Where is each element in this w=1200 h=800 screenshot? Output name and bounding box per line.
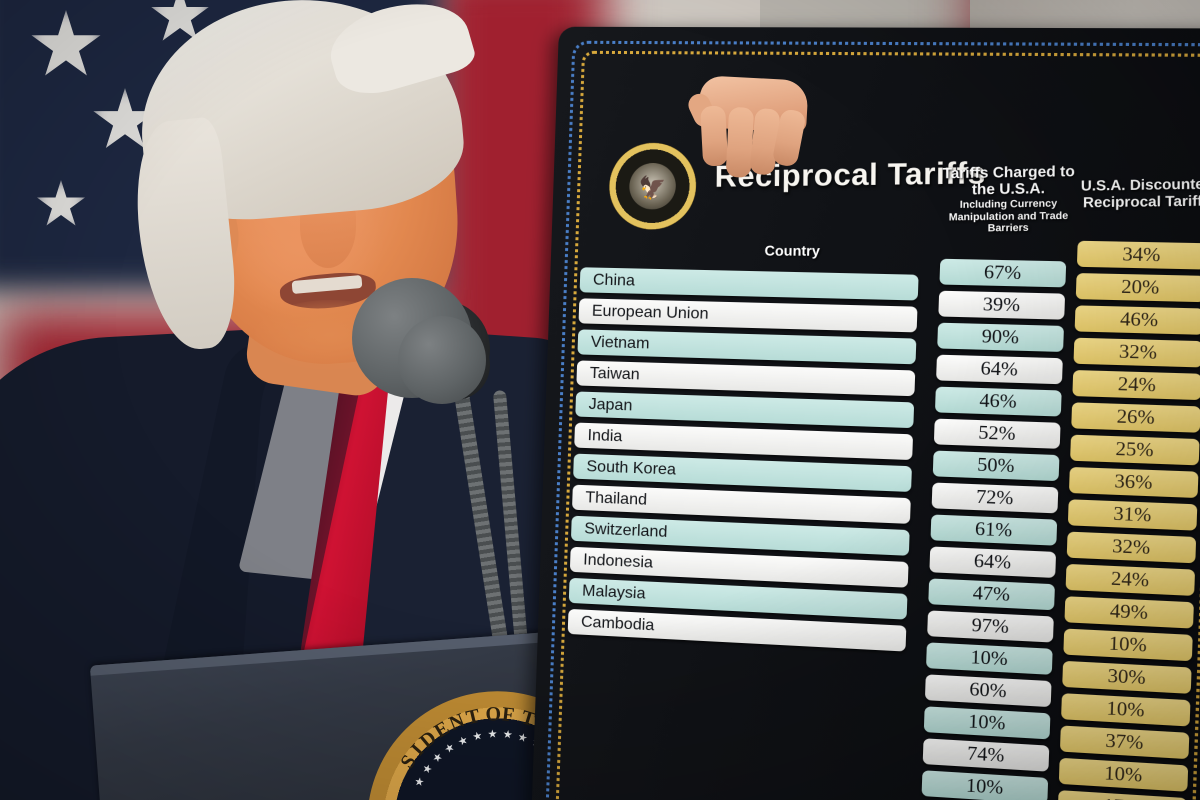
discounted-tariff-cell: 17% <box>1057 790 1188 800</box>
discounted-tariff-cell: 32% <box>1066 531 1197 564</box>
finger <box>700 105 729 167</box>
charged-tariff-cell: 72% <box>931 482 1059 514</box>
charged-tariff-cell: 97% <box>927 610 1054 643</box>
charged-tariff-cell: 10% <box>926 642 1053 675</box>
column-header-charged-main: Tariffs Charged to the U.S.A. <box>942 163 1075 199</box>
column-header-tariffs-charged: Tariffs Charged to the U.S.A. Including … <box>934 163 1084 235</box>
discounted-tariff-cell: 34% <box>1076 240 1200 270</box>
speaker-figure <box>0 0 596 800</box>
discounted-tariff-cell: 24% <box>1072 369 1200 401</box>
charged-tariff-cell: 52% <box>933 418 1061 449</box>
charged-tariff-cell: 74% <box>922 738 1050 772</box>
discounted-tariff-cell: 36% <box>1068 466 1199 499</box>
charged-tariff-cell: 46% <box>934 386 1062 417</box>
discounted-tariff-cell: 37% <box>1059 725 1190 760</box>
country-cell: European Union <box>578 298 918 333</box>
country-cell: Taiwan <box>576 360 916 397</box>
discounted-tariff-cell: 46% <box>1074 305 1200 335</box>
charged-tariff-cell: 67% <box>939 258 1067 288</box>
column-header-discounted: U.S.A. Discounted Reciprocal Tariffs <box>1080 174 1200 211</box>
hand-gripping-board <box>684 75 817 186</box>
discounted-tariffs-column: 34% 20% 46% 32% 24% 26% 25% 36% 31% 32% 24% 49% 10% 3… <box>1057 240 1200 800</box>
eagle-icon: 🦅 <box>638 174 667 201</box>
discounted-tariff-cell: 24% <box>1065 563 1196 596</box>
charged-tariff-cell: 50% <box>932 450 1060 482</box>
discounted-tariff-cell: 10% <box>1063 628 1193 662</box>
microphone-windscreen <box>398 316 486 404</box>
charged-tariff-cell: 60% <box>924 674 1052 708</box>
discounted-tariff-cell: 32% <box>1073 337 1200 368</box>
charged-tariffs-column: 67% 39% 90% 64% 46% 52% 50% 72% 61% 64% 47% 97% 10% 6… <box>920 258 1067 800</box>
tariff-chart-board: 🦅 Reciprocal Tariffs Country Tariffs Cha… <box>531 26 1200 800</box>
discounted-tariff-cell: 49% <box>1064 596 1194 629</box>
discounted-tariff-cell: 10% <box>1061 693 1191 727</box>
charged-tariff-cell: 64% <box>929 546 1057 578</box>
country-cell: Vietnam <box>577 329 917 365</box>
country-column: China European Union Vietnam Taiwan Japan Ind… <box>567 267 919 657</box>
column-header-country: Country <box>764 242 821 259</box>
country-cell: India <box>574 422 914 461</box>
country-cell: Japan <box>575 391 915 429</box>
charged-tariff-cell: 10% <box>921 770 1049 800</box>
discounted-tariff-cell: 20% <box>1075 273 1200 303</box>
charged-tariff-cell: 61% <box>930 514 1058 546</box>
charged-tariff-cell: 47% <box>928 578 1055 611</box>
charged-tariff-cell: 90% <box>937 322 1064 352</box>
discounted-tariff-cell: 10% <box>1058 757 1189 792</box>
discounted-tariff-cell: 26% <box>1071 402 1200 433</box>
column-header-charged-sub: Including Currency Manipulation and Trad… <box>948 198 1069 235</box>
board-face: 🦅 Reciprocal Tariffs Country Tariffs Cha… <box>531 26 1200 800</box>
discounted-tariff-cell: 30% <box>1062 660 1192 694</box>
charged-tariff-cell: 64% <box>936 354 1063 385</box>
charged-tariff-cell: 10% <box>923 706 1051 740</box>
discounted-tariff-cell: 25% <box>1070 434 1200 466</box>
charged-tariff-cell: 39% <box>938 290 1066 320</box>
discounted-tariff-cell: 31% <box>1067 499 1198 531</box>
